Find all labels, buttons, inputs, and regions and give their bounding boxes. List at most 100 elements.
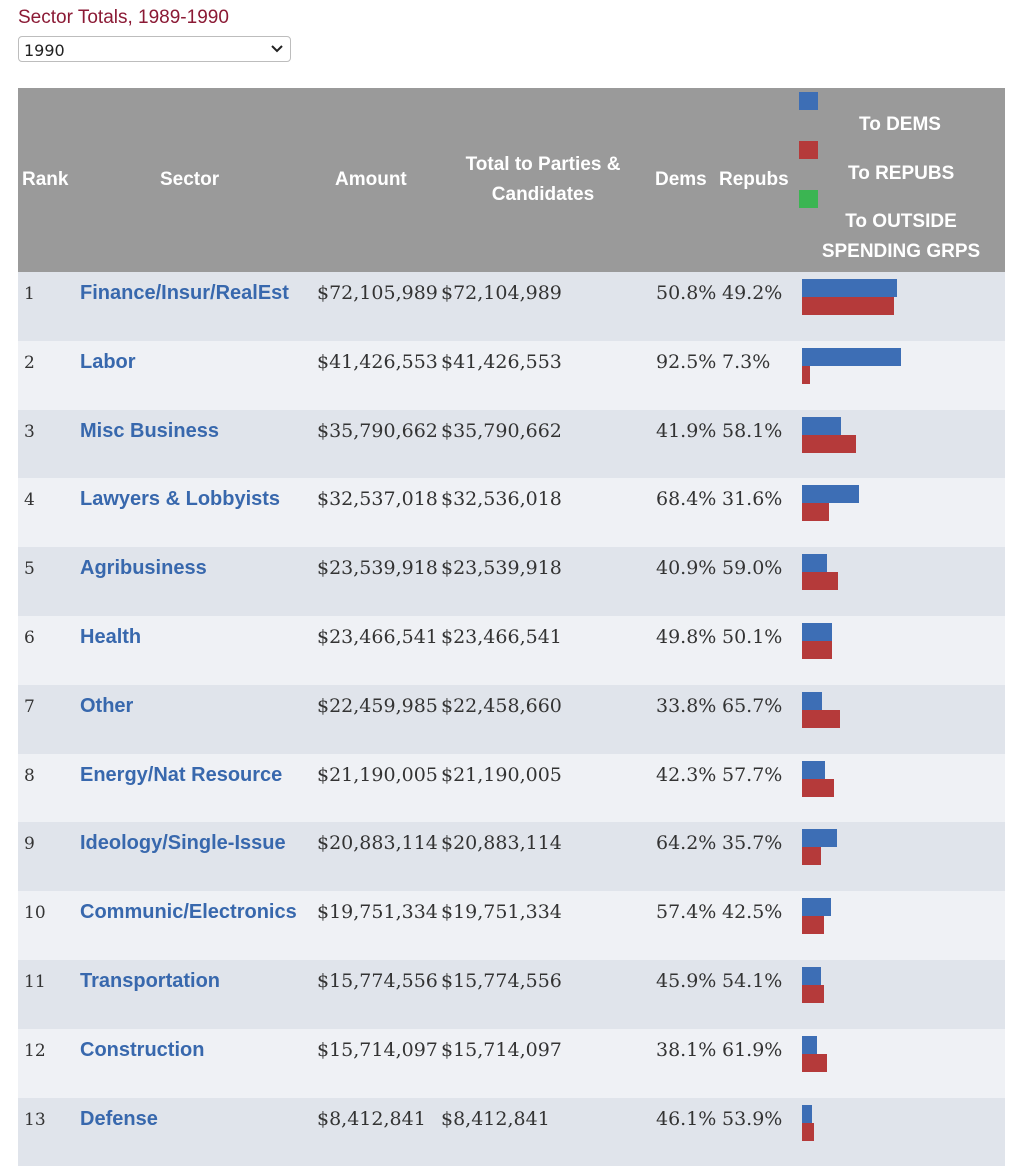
- header-sector: Sector: [160, 169, 220, 190]
- rank-cell: 12: [24, 1040, 46, 1061]
- table-row: 5 Agribusiness $23,539,918 $23,539,918 40.9%…: [18, 547, 1005, 616]
- dems-pct-cell: 64.2%: [656, 832, 717, 855]
- total-cell: $8,412,841: [441, 1107, 550, 1130]
- repubs-bar: [802, 1122, 814, 1141]
- table-row: 10 Communic/Electronics $19,751,334 $19,751…: [18, 891, 1005, 960]
- sector-link[interactable]: Lawyers & Lobbyists: [80, 488, 281, 511]
- table-row: 3 Misc Business $35,790,662 $35,790,662 41.9…: [18, 409, 1005, 479]
- repubs-bar: [802, 709, 840, 728]
- repubs-pct-cell: 35.7%: [722, 832, 783, 855]
- table-row: 11 Transportation $15,774,556 $15,774,556 45…: [18, 959, 1005, 1029]
- total-cell: $32,536,018: [441, 488, 562, 511]
- amount-cell: $35,790,662: [317, 419, 438, 442]
- repubs-pct-cell: 57.7%: [722, 763, 783, 786]
- dems-pct-cell: 41.9%: [656, 419, 717, 442]
- rank-cell: 9: [24, 834, 35, 855]
- sector-link[interactable]: Other: [80, 694, 134, 717]
- repubs-bar: [802, 778, 834, 797]
- rank-cell: 4: [24, 490, 35, 511]
- table-body: 1 Finance/Insur/RealEst $72,105,989 $72,104…: [18, 272, 1005, 1166]
- amount-cell: $23,466,541: [317, 625, 438, 648]
- legend-outside-line1: To OUTSIDE: [845, 211, 957, 232]
- repubs-bar: [802, 297, 894, 315]
- sector-link[interactable]: Energy/Nat Resource: [80, 763, 283, 786]
- legend-outside-line2: SPENDING GRPS: [821, 241, 981, 262]
- sector-link[interactable]: Agribusiness: [80, 557, 207, 580]
- repubs-pct-cell: 54.1%: [722, 969, 783, 992]
- dems-bar: [802, 554, 827, 573]
- rank-cell: 11: [24, 971, 46, 992]
- chevron-down-icon: [271, 45, 283, 53]
- sector-link[interactable]: Defense: [80, 1107, 158, 1130]
- header-total-line1: Total to Parties &: [465, 154, 621, 175]
- repubs-pct-cell: 50.1%: [722, 625, 783, 648]
- year-select[interactable]: 1990: [18, 36, 291, 62]
- table-row: 12 Construction $15,714,097 $15,714,097 38.1…: [18, 1028, 1005, 1098]
- repubs-bar: [802, 640, 832, 659]
- amount-cell: $41,426,553: [317, 350, 438, 373]
- legend-outside-label: To OUTSIDE SPENDING GRPS: [818, 207, 984, 267]
- legend-dems-swatch: [799, 92, 818, 110]
- header-repubs: Repubs: [719, 169, 789, 190]
- repubs-bar: [802, 847, 821, 866]
- amount-cell: $23,539,918: [317, 557, 438, 580]
- amount-cell: $15,714,097: [317, 1038, 438, 1061]
- dems-bar: [802, 898, 831, 917]
- table-row: 8 Energy/Nat Resource $21,190,005 $21,190,0…: [18, 753, 1005, 823]
- dems-pct-cell: 57.4%: [656, 901, 717, 924]
- sector-link[interactable]: Health: [80, 625, 142, 648]
- dems-bar: [802, 966, 821, 985]
- amount-cell: $19,751,334: [317, 901, 438, 924]
- repubs-bar: [802, 434, 856, 453]
- amount-cell: $72,105,989: [317, 282, 438, 304]
- header-rank: Rank: [22, 169, 69, 190]
- sector-link[interactable]: Construction: [80, 1038, 205, 1061]
- rank-cell: 13: [24, 1109, 46, 1130]
- header-total-line2: Candidates: [491, 184, 595, 205]
- rank-cell: 10: [24, 903, 46, 924]
- total-cell: $35,790,662: [441, 419, 562, 442]
- rank-cell: 1: [24, 284, 35, 304]
- year-select-value: 1990: [24, 41, 65, 60]
- rank-cell: 2: [24, 352, 35, 373]
- total-cell: $21,190,005: [441, 763, 562, 786]
- sector-link[interactable]: Communic/Electronics: [80, 901, 297, 924]
- rank-cell: 6: [24, 627, 35, 648]
- dems-pct-cell: 40.9%: [656, 557, 717, 580]
- repubs-pct-cell: 61.9%: [722, 1038, 783, 1061]
- total-cell: $41,426,553: [441, 350, 562, 373]
- rank-cell: 8: [24, 765, 35, 786]
- dems-bar: [802, 416, 841, 435]
- dems-bar: [802, 829, 837, 848]
- legend-repubs-label: To REPUBS: [848, 163, 955, 184]
- sector-link[interactable]: Finance/Insur/RealEst: [80, 282, 289, 304]
- dems-bar: [802, 1035, 817, 1054]
- dems-pct-cell: 42.3%: [656, 763, 717, 786]
- repubs-bar: [802, 503, 829, 522]
- repubs-bar: [802, 984, 824, 1003]
- dems-bar: [802, 485, 859, 504]
- repubs-pct-cell: 31.6%: [722, 488, 783, 511]
- sector-link[interactable]: Transportation: [80, 969, 221, 992]
- sector-link[interactable]: Misc Business: [80, 419, 219, 442]
- dems-bar: [802, 347, 901, 366]
- table-row: 1 Finance/Insur/RealEst $72,105,989 $72,104…: [18, 272, 1005, 341]
- repubs-pct-cell: 42.5%: [722, 901, 783, 924]
- table-row: 4 Lawyers & Lobbyists $32,537,018 $32,536,0…: [18, 478, 1005, 548]
- repubs-bar: [802, 572, 838, 591]
- sector-link[interactable]: Ideology/Single-Issue: [80, 832, 286, 855]
- sector-table: Rank Sector Amount Total to Parties & Ca…: [18, 88, 1005, 1166]
- legend-dems-label: To DEMS: [859, 114, 941, 135]
- total-cell: $15,774,556: [441, 969, 562, 992]
- total-cell: $19,751,334: [441, 901, 562, 924]
- amount-cell: $32,537,018: [317, 488, 438, 511]
- repubs-bar: [802, 365, 810, 384]
- rank-cell: 7: [24, 696, 35, 717]
- table-row: 9 Ideology/Single-Issue $20,883,114 $20,883…: [18, 822, 1005, 892]
- sector-link[interactable]: Labor: [80, 350, 136, 373]
- total-cell: $23,466,541: [441, 625, 562, 648]
- dems-bar: [802, 1104, 812, 1123]
- dems-bar: [802, 760, 825, 779]
- rank-cell: 5: [24, 559, 35, 580]
- total-cell: $20,883,114: [441, 832, 562, 855]
